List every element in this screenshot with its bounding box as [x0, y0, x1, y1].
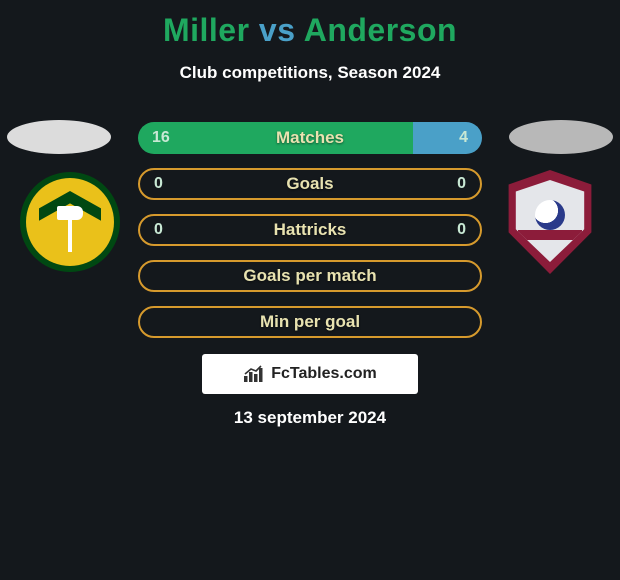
stat-row: 00Hattricks — [138, 214, 482, 246]
title-vs: vs — [259, 12, 296, 48]
team-badge-right — [500, 172, 600, 272]
title-right: Anderson — [304, 12, 457, 48]
team-badge-left — [20, 172, 120, 272]
player-right-silhouette — [509, 120, 613, 154]
stats-bars: 164Matches 00Goals 00Hattricks Goals per ma… — [138, 122, 482, 352]
stat-row: 164Matches — [138, 122, 482, 154]
attribution-text: FcTables.com — [271, 365, 377, 383]
stat-row: Goals per match — [138, 260, 482, 292]
stat-label: Hattricks — [140, 216, 480, 244]
title-left: Miller — [163, 12, 250, 48]
stat-row: Min per goal — [138, 306, 482, 338]
date-text: 13 september 2024 — [0, 408, 620, 428]
subtitle: Club competitions, Season 2024 — [0, 63, 620, 83]
chart-icon — [243, 365, 265, 383]
stat-label: Goals — [140, 170, 480, 198]
stat-label: Matches — [138, 122, 482, 154]
stat-row: 00Goals — [138, 168, 482, 200]
stat-label: Min per goal — [140, 308, 480, 336]
page-title: Miller vs Anderson — [0, 0, 620, 49]
player-left-silhouette — [7, 120, 111, 154]
attribution-badge: FcTables.com — [202, 354, 418, 394]
stat-label: Goals per match — [140, 262, 480, 290]
